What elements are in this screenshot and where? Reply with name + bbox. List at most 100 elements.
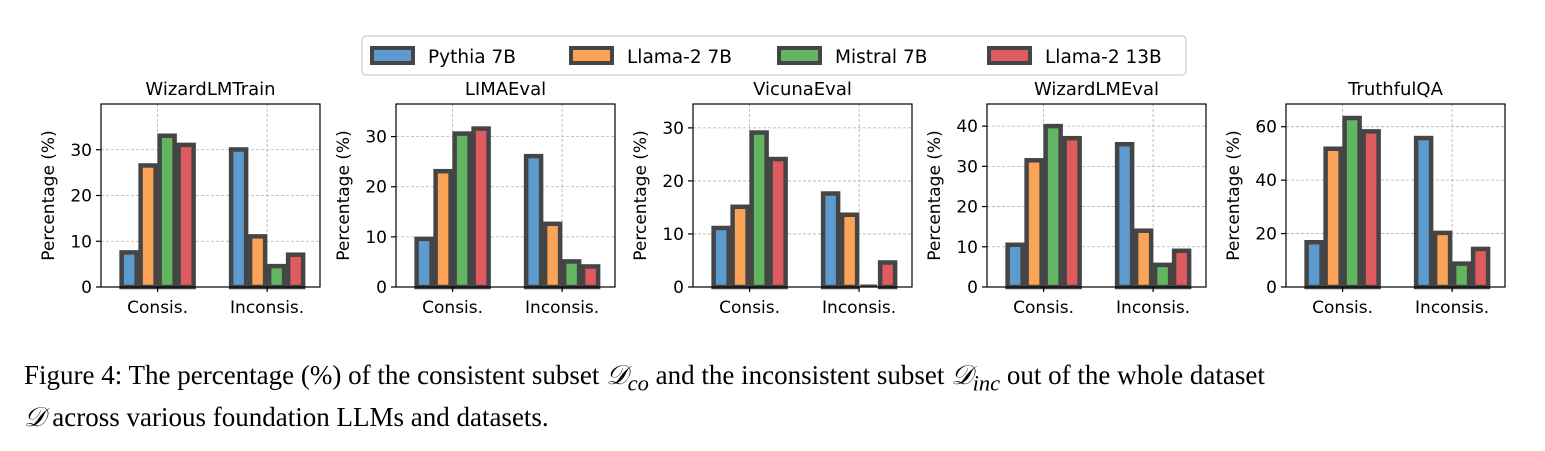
x-tick-label: Consis. [422,298,483,318]
y-tick-label: 20 [365,178,387,198]
bar-mistral-7b-consis [1043,123,1063,290]
panel-title: TruthfulQA [1347,79,1444,100]
caption-text-4: across various foundation LLMs and datas… [45,402,549,433]
y-axis-label: Percentage (%) [1224,130,1244,260]
bar-llama-2-13b-inconsis [580,264,601,290]
bar-llama-2-7b-consis [1323,146,1343,290]
y-tick-label: 0 [967,278,978,298]
y-axis-label: Percentage (%) [334,130,354,260]
bar-pythia-7b-inconsis [1114,141,1135,290]
y-axis-label: Percentage (%) [39,130,59,260]
bar-llama-2-13b-consis [176,142,196,290]
x-tick-label: Consis. [1013,298,1074,318]
x-tick-label: Consis. [719,298,780,318]
bar-llama-2-13b-inconsis [877,260,898,290]
bar-mistral-7b-inconsis [1451,261,1472,290]
bar-llama-2-13b-consis [471,126,491,290]
legend-swatch-llama-2-7b [569,46,614,65]
caption-symbol-d-co: 𝒟 [606,360,628,390]
bar-llama-2-7b-consis [1024,158,1044,290]
figure-caption: Figure 4: The percentage (%) of the cons… [24,358,1524,434]
x-tick-label: Inconsis. [230,298,304,318]
bar-llama-2-13b-consis [768,156,788,290]
y-tick-label: 0 [673,278,684,298]
y-tick-label: 30 [662,119,684,139]
panel-wizardlmtrain: 0 10 20 30 Consis. Inconsis. WizardLMTrain Perc… [39,79,321,318]
caption-subscript-co: co [627,370,649,396]
y-tick-label: 30 [956,157,978,177]
y-tick-label: 20 [662,172,684,192]
bar-pythia-7b-consis [1005,242,1025,290]
plot-frame [692,103,913,288]
caption-text-3: out of the whole dataset [1000,360,1265,390]
legend-swatch-pythia-7b [370,46,415,65]
legend-box [361,35,1187,76]
bar-pythia-7b-inconsis [228,147,249,290]
legend-label: Mistral 7B [835,47,927,68]
bar-mistral-7b-inconsis [1152,262,1173,290]
legend-label: Llama-2 13B [1045,47,1162,68]
bar-llama-2-7b-inconsis [839,212,860,290]
legend-swatch-mistral-7b [777,46,822,65]
y-tick-label: 20 [70,187,92,207]
y-tick-label: 40 [956,117,978,137]
bar-llama-2-13b-consis [1361,129,1381,290]
y-tick-label: 30 [365,128,387,148]
bar-llama-2-13b-inconsis [1470,246,1491,290]
x-tick-label: Inconsis. [1116,298,1190,318]
x-tick-label: Consis. [127,298,188,318]
y-tick-label: 0 [376,278,387,298]
x-tick-label: Inconsis. [822,298,896,318]
panel-limaeval: 0 10 20 30 Consis. Inconsis. LIMAEval Percentag… [334,79,616,318]
bar-llama-2-7b-inconsis [1133,228,1154,290]
bar-mistral-7b-inconsis [266,263,287,290]
bar-llama-2-13b-consis [1062,135,1082,290]
bar-mistral-7b-consis [157,133,177,290]
bar-pythia-7b-consis [1304,239,1324,290]
bar-pythia-7b-inconsis [820,191,841,290]
legend-label: Pythia 7B [428,47,516,68]
y-tick-label: 20 [956,198,978,218]
caption-symbol-d-inc: 𝒟 [951,360,973,390]
bar-pythia-7b-consis [119,250,139,290]
caption-symbol-d: 𝒟 [24,402,46,433]
legend: Pythia 7B Llama-2 7B Mistral 7B Llama-2 13B [361,35,1187,76]
bar-mistral-7b-consis [1342,115,1362,290]
plot-frame [986,103,1207,288]
bar-llama-2-7b-inconsis [247,234,268,290]
legend-label: Llama-2 7B [627,47,732,68]
bar-mistral-7b-consis [749,130,769,290]
y-tick-label: 10 [662,225,684,245]
caption-subscript-inc: inc [972,370,1001,396]
y-tick-label: 10 [365,228,387,248]
bar-llama-2-7b-consis [433,168,453,290]
bar-pythia-7b-consis [711,225,731,290]
y-tick-label: 60 [1255,118,1277,138]
bar-pythia-7b-inconsis [523,153,544,290]
y-tick-label: 0 [81,278,92,298]
bar-llama-2-7b-consis [730,204,750,290]
panel-title: LIMAEval [465,79,546,100]
panel-vicunaeval: 0 10 20 30 Consis. Inconsis. VicunaEval Percent… [631,79,913,318]
y-tick-label: 20 [1255,225,1277,245]
bar-pythia-7b-inconsis [1413,135,1434,290]
x-tick-label: Inconsis. [1415,298,1489,318]
bar-pythia-7b-consis [414,236,434,290]
panel-title: VicunaEval [753,79,852,100]
y-tick-label: 40 [1255,171,1277,191]
legend-swatch-llama-2-13b [987,46,1032,65]
bar-llama-2-7b-inconsis [1432,230,1453,290]
plot-frame [395,103,616,288]
bar-llama-2-13b-inconsis [285,252,306,290]
bar-mistral-7b-inconsis [561,259,582,290]
y-tick-label: 30 [70,141,92,161]
y-tick-label: 10 [70,232,92,252]
y-axis-label: Percentage (%) [631,130,651,260]
y-tick-label: 0 [1266,278,1277,298]
x-tick-label: Consis. [1312,298,1373,318]
caption-text-1: Figure 4: The percentage (%) of the cons… [24,360,607,390]
bar-llama-2-7b-consis [138,163,158,290]
figure: 0 10 20 30 Consis. Inconsis. WizardLMTrain Perc… [39,35,1506,318]
bar-llama-2-13b-inconsis [1171,248,1192,290]
caption-text-2: and the inconsistent subset [648,360,952,390]
